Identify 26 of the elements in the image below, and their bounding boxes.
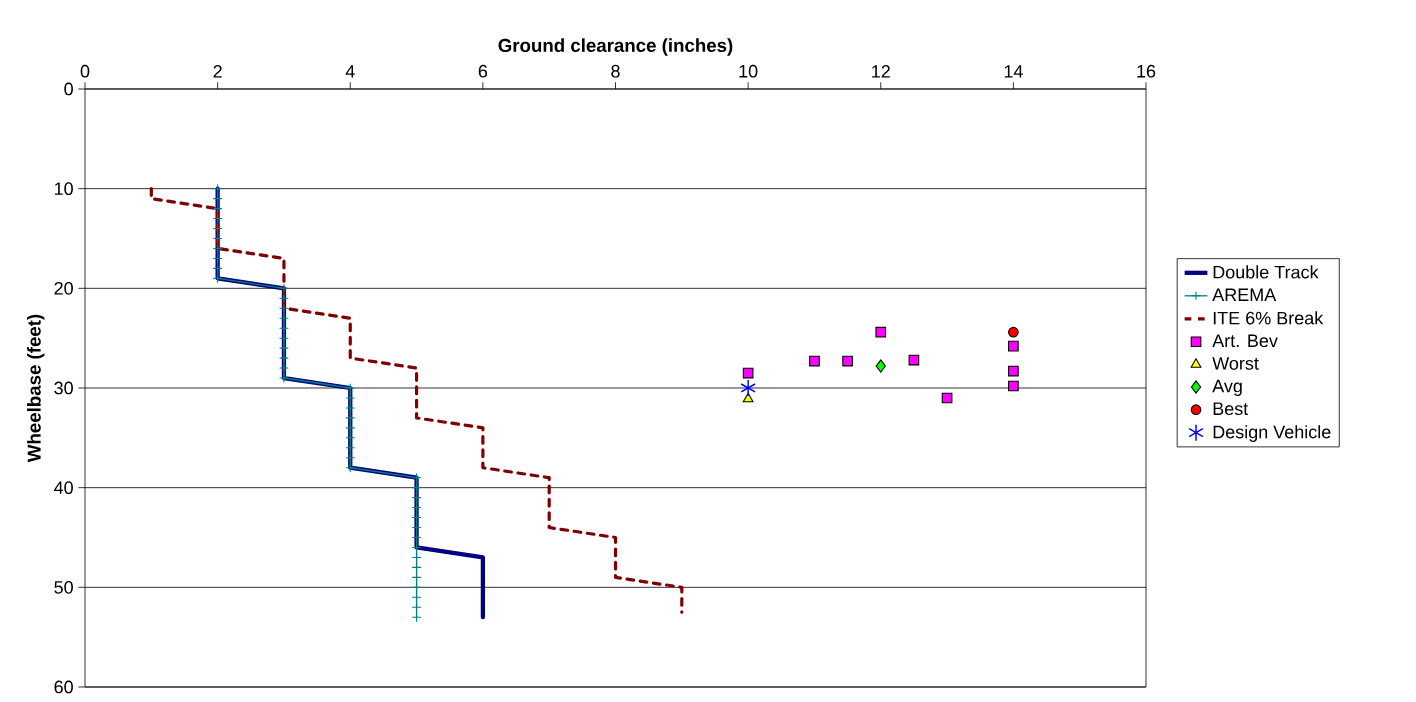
x-tick-label: 2 [213, 65, 222, 78]
legend-label: Art. Bev [1212, 334, 1278, 348]
x-tick-label: 10 [739, 64, 758, 78]
x-tick-label: 0 [80, 64, 90, 78]
legend-label: Worst [1212, 357, 1259, 370]
y-axis-title: Wheelbase (feet) [27, 314, 45, 463]
x-tick-label: 8 [611, 64, 620, 78]
x-tick-label: 4 [345, 65, 355, 78]
x-axis-title: Ground clearance (inches) [498, 38, 733, 56]
y-tick-label: 10 [54, 182, 73, 196]
x-tick-label: 6 [478, 64, 488, 78]
legend-label: ITE 6% Break [1213, 311, 1324, 325]
y-tick-label: 40 [54, 481, 73, 495]
y-tick-label: 0 [64, 82, 73, 96]
legend-label: Best [1213, 402, 1249, 416]
y-tick-label: 30 [54, 381, 73, 395]
legend-label: Design Vehicle [1213, 425, 1331, 442]
legend-label: Double Track [1213, 265, 1319, 279]
y-tick-label: 20 [54, 281, 73, 295]
y-tick-label: 60 [54, 680, 73, 694]
y-tick-label: 50 [54, 580, 73, 594]
x-tick-label: 16 [1137, 64, 1156, 78]
x-tick-label: 14 [1004, 65, 1023, 78]
x-tick-label: 12 [872, 65, 890, 78]
legend-label: AREMA [1212, 288, 1277, 301]
legend-label: Avg [1212, 379, 1242, 396]
